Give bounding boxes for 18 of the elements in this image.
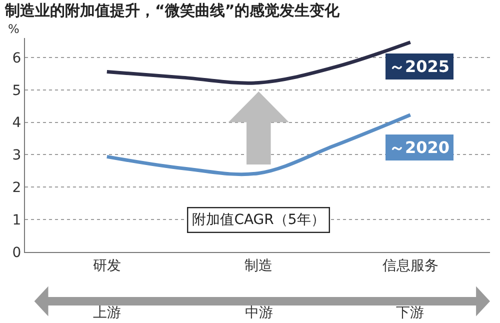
y-tick-label: 2 [12, 180, 22, 196]
annotation: 附加值CAGR（5年） [192, 212, 325, 228]
y-tick-label: 1 [12, 212, 22, 228]
series-label: ～2025 [389, 57, 450, 76]
text: 中游 [245, 305, 273, 321]
y-tick-label: 4 [12, 115, 22, 132]
y-axis-title: % [8, 22, 20, 36]
text: 下游 [396, 305, 424, 321]
y-tick-label: 5 [12, 82, 22, 99]
x-tick-label: 信息服务 [382, 258, 438, 274]
chart-title: 制造业的附加值提升，“微笑曲线”的感觉发生变化 [4, 1, 341, 20]
y-tick-label: 6 [12, 50, 22, 66]
y-tick-label: 0 [12, 244, 22, 261]
y-tick-label: 3 [12, 148, 22, 164]
series-label: ～2020 [389, 138, 450, 157]
text: 上游 [93, 305, 121, 321]
x-tick-label: 制造 [244, 258, 273, 274]
x-tick-label: 研发 [92, 258, 121, 274]
